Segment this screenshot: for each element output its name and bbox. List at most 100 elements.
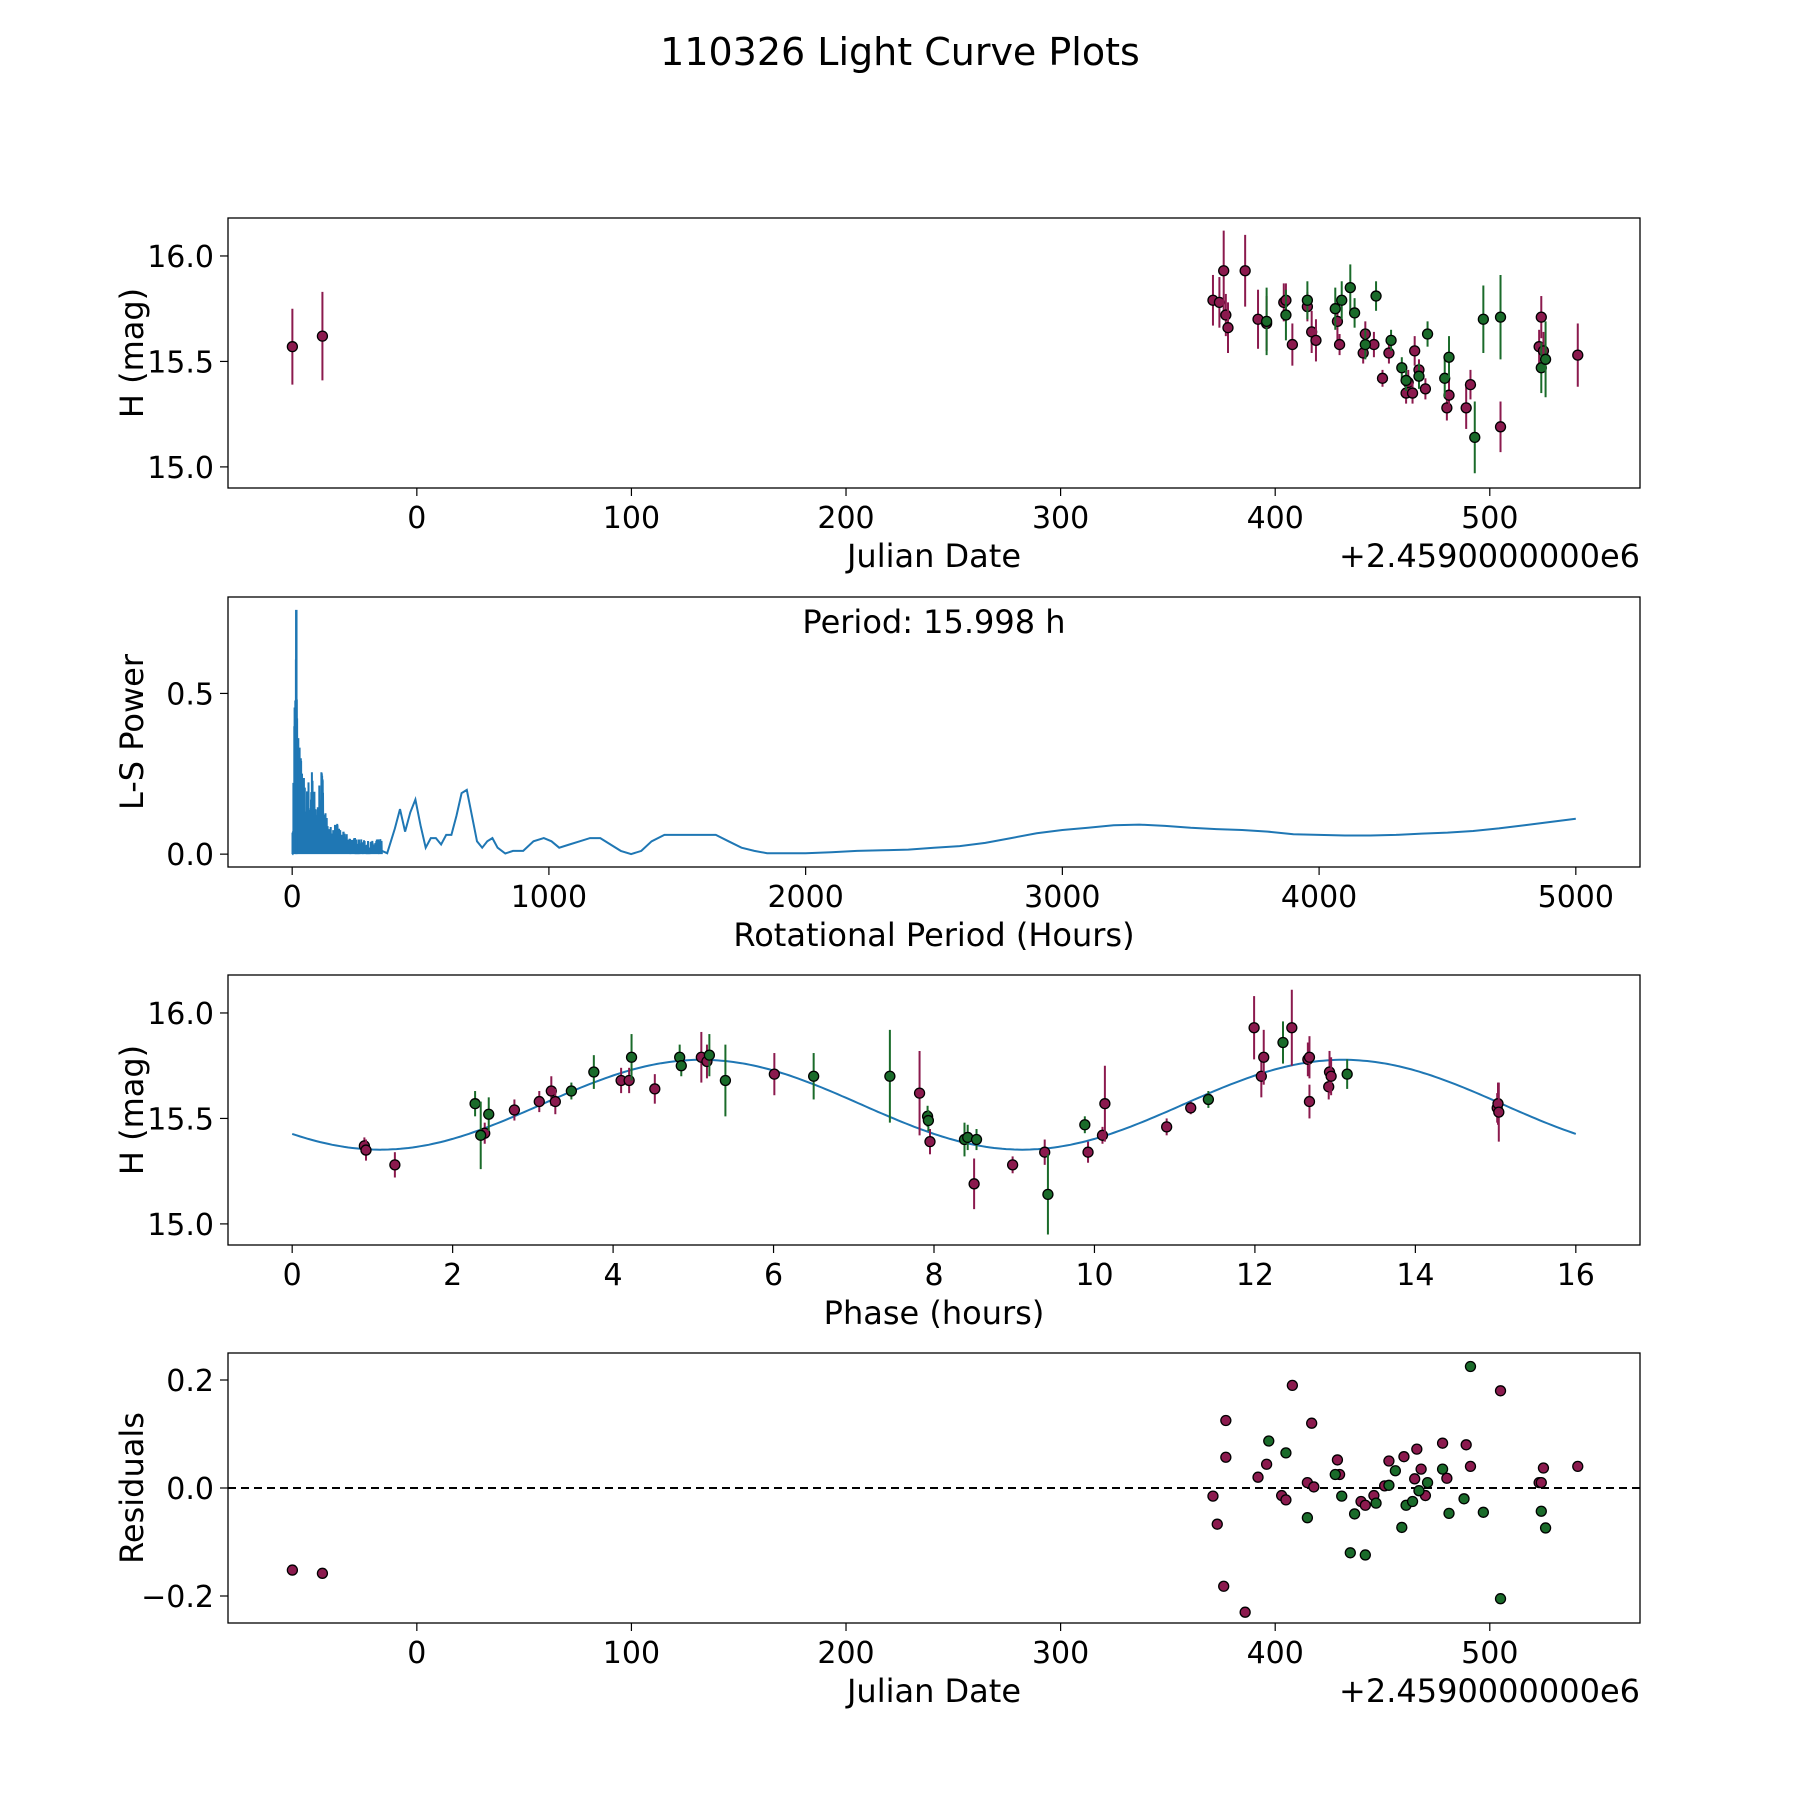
data-point-g — [1301, 1512, 1314, 1524]
y-tick-label: 16.0 — [147, 240, 214, 275]
x-tick-label: 6 — [764, 1258, 783, 1293]
data-point-r — [924, 1135, 936, 1148]
data-point-g — [1344, 1547, 1356, 1559]
data-point-r — [360, 1144, 372, 1156]
data-point-g — [1469, 431, 1481, 444]
data-point-r — [1303, 1051, 1316, 1063]
x-tick-label: 300 — [1032, 1636, 1089, 1671]
data-point-r — [1220, 1414, 1232, 1427]
data-point-g — [1477, 1506, 1489, 1518]
data-point-r — [1493, 1106, 1505, 1118]
x-axis-label: Phase (hours) — [824, 1294, 1045, 1332]
data-point-r — [1415, 1463, 1427, 1475]
data-point-r — [1207, 1490, 1219, 1502]
y-tick-label: −0.2 — [141, 1580, 214, 1615]
data-point-g — [970, 1133, 983, 1146]
x-tick-label: 400 — [1247, 1636, 1304, 1671]
x-tick-label: 400 — [1247, 501, 1304, 536]
data-point-g — [703, 1049, 716, 1061]
x-tick-label: 300 — [1032, 501, 1089, 536]
data-point-r — [1185, 1102, 1197, 1114]
data-point-g — [1436, 1463, 1449, 1475]
data-point-r — [968, 1178, 980, 1190]
data-point-g — [1336, 1490, 1348, 1502]
data-point-g — [1443, 1507, 1455, 1520]
data-point-r — [1398, 1451, 1410, 1463]
data-point-g — [469, 1098, 481, 1110]
data-point-r — [1460, 402, 1472, 414]
x-tick-label: 200 — [817, 501, 874, 536]
data-point-g — [1079, 1119, 1091, 1131]
data-point-r — [1441, 402, 1453, 414]
x-tick-label: 100 — [603, 1636, 660, 1671]
data-point-r — [549, 1095, 561, 1108]
data-point-r — [286, 1564, 299, 1576]
y-axis-label: H (mag) — [113, 1045, 151, 1175]
panel-phase_fold: 0 2 4 6 8 10 12 14 16 15.0 15.5 16.0 Phase (hours) H … — [113, 974, 1641, 1332]
y-tick-label: 15.0 — [147, 451, 214, 486]
data-point-r — [389, 1159, 401, 1171]
data-point-r — [1286, 338, 1299, 351]
data-point-g — [1301, 294, 1314, 306]
data-point-r — [1303, 1095, 1316, 1108]
data-point-g — [1280, 309, 1292, 321]
data-point-r — [316, 1567, 329, 1579]
x-offset-label: +2.4590000000e6 — [1339, 537, 1640, 575]
data-point-g — [1539, 353, 1552, 365]
data-point-g — [1329, 303, 1341, 315]
data-point-g — [1413, 1485, 1425, 1497]
y-tick-label: 0.2 — [166, 1364, 214, 1399]
x-tick-label: 200 — [817, 1636, 874, 1671]
y-tick-label: 15.5 — [147, 1102, 214, 1137]
data-point-r — [1248, 1022, 1260, 1034]
data-point-g — [675, 1060, 687, 1072]
data-point-r — [1436, 1437, 1449, 1449]
data-point-g — [1464, 1360, 1477, 1373]
data-point-g — [1383, 1479, 1395, 1491]
x-offset-label: +2.4590000000e6 — [1339, 1672, 1640, 1710]
axes-frame — [227, 217, 1641, 489]
period-annotation: Period: 15.998 h — [802, 603, 1065, 641]
panel-photometry: 0 100 200 300 400 500 15.0 15.5 16.0 Julian Date H… — [113, 217, 1641, 575]
data-point-g — [625, 1051, 638, 1063]
y-tick-label: 0.0 — [166, 838, 214, 873]
panel-periodogram: 0 1000 2000 3000 4000 5000 0.0 0.5 Rotational Pe… — [113, 596, 1641, 954]
data-point-r — [1096, 1129, 1109, 1141]
y-tick-label: 15.0 — [147, 1208, 214, 1243]
x-axis-label: Julian Date — [845, 1672, 1021, 1710]
data-point-r — [286, 341, 299, 353]
x-tick-label: 0 — [407, 1636, 426, 1671]
data-point-r — [1218, 1580, 1230, 1592]
x-axis-label: Julian Date — [845, 537, 1021, 575]
data-point-g — [475, 1129, 487, 1141]
data-point-g — [1413, 370, 1425, 382]
data-point-g — [1400, 374, 1412, 387]
data-point-g — [1494, 311, 1507, 323]
data-point-r — [1099, 1098, 1111, 1110]
data-point-r — [1494, 1385, 1507, 1397]
plot-area — [291, 989, 1577, 1235]
data-point-r — [1006, 1159, 1019, 1171]
x-tick-label: 2000 — [767, 880, 843, 915]
data-point-r — [1239, 1606, 1251, 1618]
y-axis-label: Residuals — [113, 1412, 151, 1564]
data-point-r — [533, 1095, 545, 1108]
data-point-r — [1572, 349, 1584, 361]
data-point-g — [1341, 1068, 1353, 1080]
data-point-g — [1260, 315, 1273, 328]
data-point-g — [1370, 290, 1382, 302]
data-point-g — [1263, 1435, 1275, 1447]
data-point-r — [1255, 1070, 1267, 1082]
data-point-r — [508, 1104, 521, 1116]
x-tick-label: 10 — [1075, 1258, 1113, 1293]
data-point-g — [1385, 334, 1397, 346]
x-tick-label: 500 — [1461, 1636, 1518, 1671]
data-point-g — [1396, 362, 1408, 374]
periodogram-short-period-spikes — [291, 659, 383, 856]
y-axis-label: L-S Power — [113, 653, 151, 810]
data-point-r — [1280, 1494, 1292, 1506]
data-point-g — [1396, 1521, 1408, 1534]
data-point-g — [1443, 351, 1455, 363]
data-point-g — [1336, 294, 1348, 306]
data-point-r — [1306, 1417, 1318, 1429]
